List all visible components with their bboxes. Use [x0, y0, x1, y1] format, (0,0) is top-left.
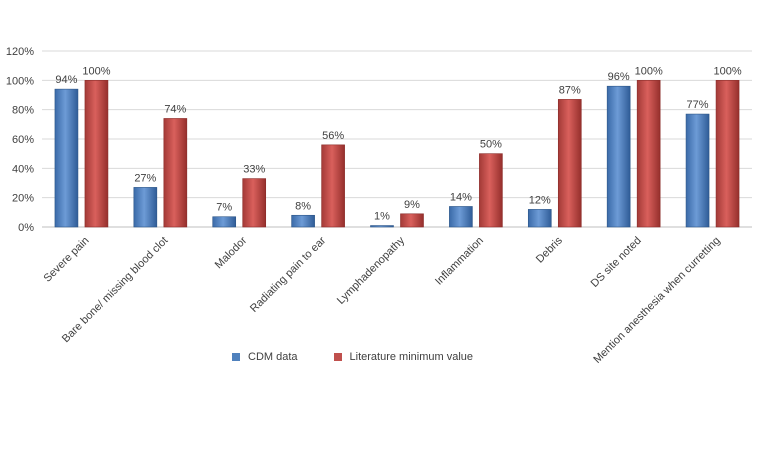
data-label: 96% [608, 71, 630, 83]
y-tick-label: 40% [12, 163, 34, 175]
data-label: 56% [322, 130, 344, 142]
data-label: 33% [243, 164, 265, 176]
legend-label-literature: Literature minimum value [349, 351, 474, 363]
legend: CDM data Literature minimum value [232, 351, 473, 363]
legend-swatch-cdm [232, 353, 240, 361]
bar-cdm [449, 206, 473, 228]
x-tick-label: Malodor [213, 234, 250, 271]
bar-literature [84, 80, 109, 228]
data-label: 1% [374, 211, 390, 223]
y-axis: 0% 20% 40% 60% 80% 100% 120% [6, 46, 34, 234]
bar-cdm [54, 88, 79, 228]
bar-cdm [606, 85, 631, 228]
x-tick-label: Lymphadenopathy [335, 234, 408, 307]
x-tick-label: Radiating pain to ear [248, 234, 329, 315]
data-label: 9% [404, 199, 420, 211]
x-tick-label: DS site noted [589, 235, 644, 290]
data-labels: 94% 100% 27% 74% 7% 33% 8% 56% 1% 9% 14% 50% 12% 87% 9… [55, 65, 741, 222]
data-label: 7% [216, 202, 232, 214]
bar-literature [479, 153, 503, 228]
legend-item-cdm: CDM data [232, 351, 298, 363]
bar-literature [163, 118, 188, 228]
legend-label-cdm: CDM data [248, 351, 298, 363]
y-tick-label: 0% [18, 222, 34, 234]
data-label: 87% [559, 84, 581, 96]
data-label: 100% [713, 65, 741, 77]
legend-swatch-literature [333, 353, 342, 361]
bar-cdm [685, 113, 710, 228]
y-tick-label: 80% [12, 105, 34, 117]
bar-cdm [370, 225, 394, 228]
x-tick-label: Mention anesthesia when curretting [591, 235, 722, 366]
y-tick-label: 100% [6, 75, 34, 87]
data-label: 77% [687, 99, 709, 111]
bars [54, 80, 740, 228]
bar-literature [557, 99, 582, 228]
gridlines [42, 50, 752, 228]
data-label: 50% [480, 139, 502, 151]
data-label: 100% [635, 65, 663, 77]
bar-literature [636, 80, 661, 228]
y-tick-label: 120% [6, 46, 34, 58]
y-tick-label: 60% [12, 134, 34, 146]
bar-cdm [133, 187, 158, 228]
data-label: 8% [295, 200, 311, 212]
bar-cdm [212, 216, 237, 228]
bar-literature [400, 213, 424, 228]
bar-cdm [291, 214, 315, 228]
y-tick-label: 20% [12, 193, 34, 205]
data-label: 94% [55, 74, 77, 86]
x-tick-label: Inflammation [433, 235, 486, 288]
data-label: 74% [164, 103, 186, 115]
legend-item-literature: Literature minimum value [333, 351, 474, 363]
data-label: 14% [450, 191, 472, 203]
bar-literature [715, 80, 740, 228]
data-label: 12% [529, 194, 551, 206]
bar-literature [321, 144, 345, 228]
x-tick-label: Debris [534, 234, 565, 265]
x-tick-label: Severe pain [42, 235, 92, 285]
data-label: 27% [134, 172, 156, 184]
bar-literature [242, 178, 267, 228]
bar-cdm [527, 209, 552, 228]
data-label: 100% [82, 65, 110, 77]
